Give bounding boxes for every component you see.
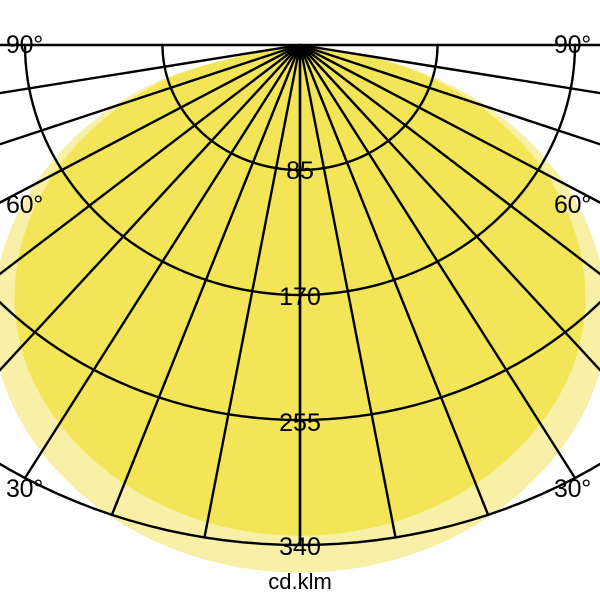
- meridian-80deg: [298, 43, 600, 95]
- ring-label-340: 340: [279, 533, 321, 561]
- meridian--30deg: [23, 43, 302, 480]
- ring-label-170: 170: [279, 283, 321, 311]
- meridian--80deg: [0, 43, 302, 95]
- meridian--10deg: [203, 43, 302, 539]
- meridian-30deg: [298, 43, 577, 480]
- meridian-50deg: [298, 43, 600, 276]
- angle-label-right-30: 30°: [554, 475, 591, 503]
- ring-label-255: 255: [279, 409, 321, 437]
- meridian-20deg: [298, 43, 490, 517]
- meridian-10deg: [298, 43, 397, 539]
- meridian-40deg: [298, 43, 600, 372]
- angle-label-left-60: 60°: [6, 191, 43, 219]
- angle-label-right-90: 90°: [554, 31, 591, 59]
- meridian-70deg: [298, 43, 600, 146]
- meridian--40deg: [0, 43, 302, 372]
- angle-label-right-60: 60°: [554, 191, 591, 219]
- unit-caption: cd.klm: [268, 569, 332, 594]
- meridian--70deg: [0, 43, 302, 146]
- meridian--20deg: [110, 43, 302, 517]
- meridian-60deg: [298, 43, 600, 204]
- ring-label-85: 85: [286, 157, 314, 185]
- meridian--50deg: [0, 43, 302, 276]
- meridian--60deg: [0, 43, 302, 204]
- angle-label-left-90: 90°: [6, 31, 43, 59]
- angle-label-left-30: 30°: [6, 475, 43, 503]
